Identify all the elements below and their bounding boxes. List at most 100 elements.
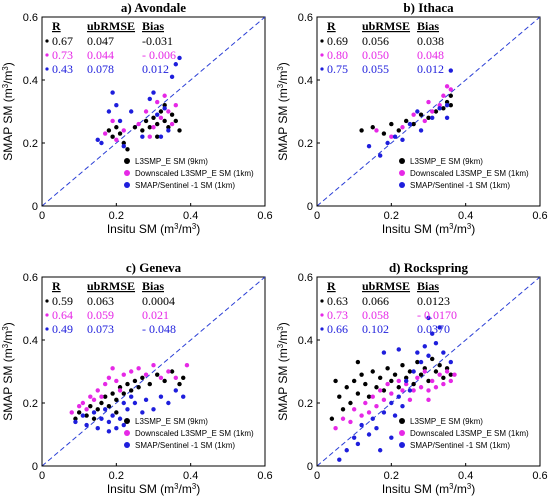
data-point <box>359 372 364 377</box>
stats-value: 0.063 <box>87 294 114 308</box>
stats-row-marker <box>320 67 324 71</box>
stats-header: R <box>52 19 61 33</box>
data-point <box>177 381 182 387</box>
legend-marker <box>399 158 405 164</box>
y-tick-label: 0 <box>307 461 313 473</box>
data-point <box>400 125 405 130</box>
plot-area-frame <box>316 276 541 467</box>
series-1 <box>106 103 182 152</box>
data-point <box>448 87 453 92</box>
stats-value: 0.055 <box>362 62 389 76</box>
data-point <box>151 363 156 368</box>
data-point <box>351 378 357 384</box>
data-point <box>333 426 338 431</box>
legend: L3SMP_E SM (9km) Downscaled L3SMP_E SM (1… <box>399 417 529 450</box>
data-point <box>396 128 401 133</box>
data-point <box>169 369 175 374</box>
y-tick-label: 0 <box>307 201 313 213</box>
legend-label: SMAP/Sentinel -1 SM (1km) <box>410 441 510 450</box>
x-tick-label: 0.2 <box>109 470 124 482</box>
data-point <box>389 134 394 139</box>
data-point <box>377 375 383 380</box>
stats-value: 0.044 <box>87 48 114 62</box>
data-point <box>437 363 442 368</box>
panel-1: a) Avondale 0 0.2 0.4 0.6 0 0.2 0.4 0.6 Insitu SM… <box>1 0 273 236</box>
data-point <box>444 366 450 371</box>
data-point <box>404 118 409 124</box>
y-tick-label: 0.6 <box>298 272 313 284</box>
data-point <box>177 128 182 133</box>
y-axis-label: SMAP SM (m3/m3) <box>276 62 291 160</box>
series-3 <box>73 388 186 434</box>
stats-value: - 0.0170 <box>417 308 457 322</box>
data-point <box>162 378 167 384</box>
stats-value: 0.012 <box>417 62 444 76</box>
data-point <box>181 394 186 399</box>
legend-label: Downscaled L3SMP_E SM (1km) <box>135 429 254 438</box>
x-tick-label: 0.4 <box>183 470 198 482</box>
x-tick-label: 0 <box>39 210 45 222</box>
data-point <box>418 128 424 133</box>
stats-row-marker <box>320 39 324 43</box>
data-point <box>340 407 346 412</box>
series-3 <box>337 315 453 462</box>
stats-header: Bias <box>142 19 164 33</box>
data-point <box>448 359 453 365</box>
stats-value: 0.0370 <box>417 322 450 336</box>
stats-value: -0.031 <box>142 34 173 48</box>
stats-value: - 0.048 <box>142 322 176 336</box>
legend-marker <box>124 418 130 424</box>
stats-value: 0.056 <box>362 34 389 48</box>
series-2 <box>102 93 178 143</box>
data-point <box>359 128 364 133</box>
data-point <box>132 378 138 384</box>
data-point <box>73 419 78 425</box>
data-point <box>106 128 112 133</box>
x-tick-label: 0.4 <box>183 210 198 222</box>
data-point <box>400 388 405 393</box>
legend-label: SMAP/Sentinel -1 SM (1km) <box>135 441 235 450</box>
data-point <box>363 400 368 406</box>
data-point <box>337 394 342 399</box>
legend-marker <box>399 170 405 176</box>
data-point <box>430 109 435 114</box>
data-point <box>162 118 167 124</box>
data-point <box>418 112 424 117</box>
data-point <box>392 372 398 377</box>
x-axis-label: Insitu SM (m3/m3) <box>107 222 200 237</box>
data-point <box>114 125 119 130</box>
data-point <box>169 112 175 117</box>
data-point <box>381 350 387 355</box>
x-tick-label: 0 <box>39 470 45 482</box>
x-tick-label: 0 <box>314 210 320 222</box>
stats-value: 0.69 <box>327 34 348 48</box>
data-point <box>359 422 364 428</box>
data-point <box>151 407 156 412</box>
data-point <box>448 378 453 384</box>
data-point <box>411 112 416 117</box>
legend-label: Downscaled L3SMP_E SM (1km) <box>410 169 529 178</box>
data-point <box>381 131 387 136</box>
data-point <box>441 93 446 98</box>
x-tick-label: 0.6 <box>257 210 272 222</box>
stats-value: 0.64 <box>52 308 73 322</box>
data-point <box>437 372 442 377</box>
data-point <box>95 426 100 431</box>
series-1 <box>329 356 453 421</box>
data-point <box>400 363 405 368</box>
series-1 <box>73 369 186 421</box>
data-point <box>169 74 175 80</box>
stats-row-marker <box>45 67 49 71</box>
data-point <box>121 391 126 396</box>
data-point <box>441 106 446 111</box>
data-point <box>377 388 383 393</box>
data-point <box>366 143 372 149</box>
y-tick-label: 0.2 <box>23 398 38 410</box>
data-point <box>441 375 446 380</box>
panel-2: b) Ithaca 0 0.2 0.4 0.6 0 0.2 0.4 0.6 Insitu SM (… <box>276 0 548 236</box>
data-point <box>155 121 160 127</box>
x-tick-label: 0.2 <box>384 210 399 222</box>
data-point <box>381 388 387 393</box>
data-point <box>433 109 439 114</box>
data-point <box>348 419 353 425</box>
